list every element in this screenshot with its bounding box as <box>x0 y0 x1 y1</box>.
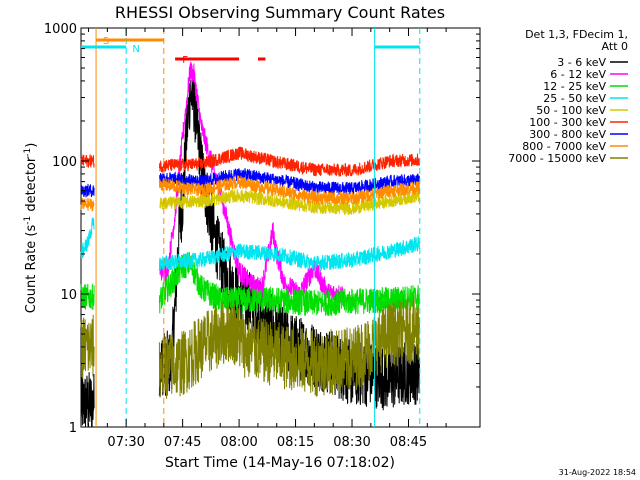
marker-layer: S N F <box>81 28 421 427</box>
chart-title: RHESSI Observing Summary Count Rates <box>115 3 445 22</box>
series-4-trace <box>80 217 420 272</box>
plot-area <box>80 27 481 428</box>
y-axis-label-sup1: -1 <box>23 216 33 225</box>
legend-label-9: 7000 - 15000 keV <box>508 152 606 165</box>
legend-header-line-1: Det 1,3, FDecim 1, <box>525 28 628 41</box>
tick-layer: 07:30 07:45 08:00 08:15 08:30 08:45 1 10 100 1000 <box>44 22 480 450</box>
y-axis-label-mid: detector <box>24 156 39 216</box>
x-tick-label-3: 08:00 <box>220 435 257 450</box>
legend-label-1: 3 - 6 keV <box>557 56 606 69</box>
y-tick-label-4: 1000 <box>44 22 77 37</box>
x-tick-label-6: 08:45 <box>390 435 427 450</box>
series-9-trace <box>80 296 420 399</box>
legend-label-8: 800 - 7000 keV <box>522 140 606 153</box>
state-label-s: S <box>103 36 109 47</box>
legend-label-6: 100 - 300 keV <box>529 116 606 129</box>
legend-label-5: 50 - 100 keV <box>536 104 606 117</box>
y-tick-label-3: 100 <box>52 155 77 170</box>
legend-label-4: 25 - 50 keV <box>543 92 606 105</box>
x-tick-label-5: 08:30 <box>333 435 370 450</box>
legend-label-2: 6 - 12 keV <box>550 68 606 81</box>
legend-header-line-2: Att 0 <box>602 40 628 53</box>
x-axis-label: Start Time (14-May-16 07:18:02) <box>165 455 395 471</box>
y-axis-label-main: Count Rate (s <box>24 225 39 314</box>
series-layer <box>80 61 420 428</box>
series-6-trace <box>80 146 420 177</box>
x-tick-label-4: 08:15 <box>277 435 314 450</box>
x-tick-label-2: 07:45 <box>164 435 201 450</box>
generation-timestamp: 31-Aug-2022 18:54 <box>559 468 636 477</box>
y-tick-label-1: 1 <box>69 421 77 436</box>
x-tick-label-1: 07:30 <box>107 435 144 450</box>
y-axis-label: Count Rate (s-1 detector-1) <box>23 143 39 314</box>
y-axis-label-sup2: -1 <box>23 148 33 157</box>
series-3-trace <box>80 252 420 316</box>
legend-label-3: 12 - 25 keV <box>543 80 606 93</box>
state-label-f: F <box>182 55 188 66</box>
state-label-n: N <box>132 44 139 55</box>
y-axis-label-end: ) <box>24 143 39 148</box>
legend-label-7: 300 - 800 keV <box>529 128 606 141</box>
series-8-trace <box>80 175 420 212</box>
y-tick-label-2: 10 <box>60 288 77 303</box>
